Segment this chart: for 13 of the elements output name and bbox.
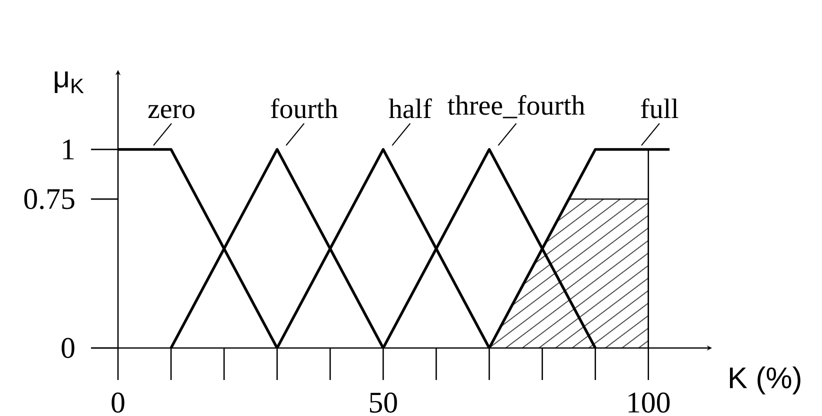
series-label: full [640,98,678,118]
x-axis-title: K (%) [730,366,800,394]
y-axis-title: μ$_{K}$ [54,72,84,94]
x-tick-label: 50 [370,392,397,413]
series-label: three_fourth [448,94,585,118]
y-tick-label: 0.75 [24,188,74,210]
y-tick-label: 0 [62,338,74,358]
x-tick-label: 0 [112,392,124,413]
series-label: half [388,98,432,118]
x-tick-label: 100 [628,392,670,413]
series-label: fourth [270,98,338,118]
y-tick-label: 1 [63,140,74,160]
series-label: zero [148,104,194,118]
